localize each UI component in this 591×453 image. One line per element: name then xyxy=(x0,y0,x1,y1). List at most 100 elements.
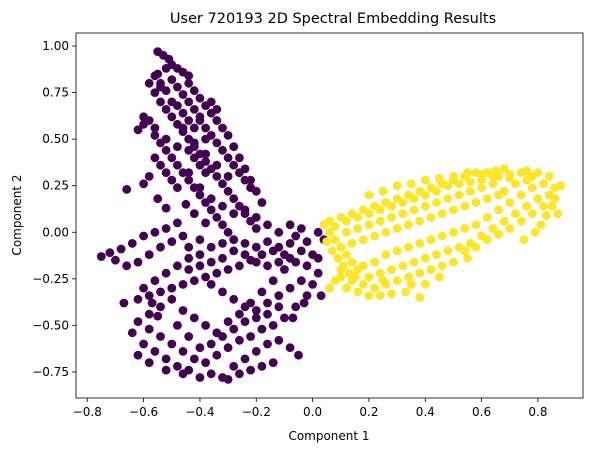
scatter-point xyxy=(437,261,447,271)
scatter-point xyxy=(218,287,227,297)
scatter-point xyxy=(527,183,537,193)
scatter-point xyxy=(330,222,340,232)
scatter-point xyxy=(178,123,188,133)
scatter-point xyxy=(251,313,261,323)
scatter-point xyxy=(184,242,194,252)
scatter-point xyxy=(201,218,211,228)
scatter-point xyxy=(122,185,132,194)
scatter-point xyxy=(189,209,199,219)
scatter-point xyxy=(173,160,182,170)
scatter-point xyxy=(150,276,160,286)
scatter-point xyxy=(212,172,222,181)
scatter-point xyxy=(505,198,515,207)
scatter-point xyxy=(161,145,171,155)
scatter-point xyxy=(251,306,261,315)
chart-title: User 720193 2D Spectral Embedding Result… xyxy=(170,11,496,27)
x-tick-label: −0.4 xyxy=(185,405,214,419)
scatter-point xyxy=(229,209,239,219)
scatter-point xyxy=(313,268,323,278)
scatter-point xyxy=(415,293,424,302)
scatter-point xyxy=(181,199,191,209)
scatter-point xyxy=(206,369,216,379)
series-0 xyxy=(96,47,329,384)
scatter-point xyxy=(519,235,529,245)
scatter-point xyxy=(263,298,272,308)
scatter-point xyxy=(544,172,554,181)
scatter-point xyxy=(189,276,199,286)
scatter-point xyxy=(274,291,284,300)
scatter-point xyxy=(251,242,261,252)
scatter-point xyxy=(184,168,194,178)
scatter-point xyxy=(167,153,177,163)
scatter-point xyxy=(223,186,233,196)
scatter-point xyxy=(195,112,205,122)
scatter-point xyxy=(223,153,233,163)
scatter-point xyxy=(516,190,526,200)
scatter-point xyxy=(274,227,284,237)
scatter-point xyxy=(449,172,458,181)
x-tick-label: −0.8 xyxy=(73,405,102,419)
scatter-point xyxy=(263,339,272,349)
scatter-point xyxy=(342,227,351,237)
scatter-point xyxy=(144,78,154,88)
scatter-point xyxy=(96,252,106,261)
scatter-point xyxy=(235,261,244,271)
scatter-point xyxy=(127,328,137,338)
scatter-point xyxy=(122,261,132,271)
scatter-point xyxy=(387,201,396,211)
scatter-point xyxy=(201,134,211,144)
scatter-point xyxy=(173,218,182,228)
scatter-point xyxy=(195,190,205,200)
scatter-point xyxy=(401,287,410,297)
scatter-point xyxy=(178,369,188,379)
scatter-point xyxy=(223,172,233,181)
scatter-point xyxy=(370,257,379,267)
scatter-point xyxy=(201,123,211,133)
scatter-point xyxy=(195,250,205,259)
scatter-point xyxy=(364,190,374,200)
y-tick-label: −0.25 xyxy=(32,272,69,286)
scatter-point xyxy=(218,123,227,133)
scatter-point xyxy=(437,231,447,241)
scatter-point xyxy=(206,97,216,107)
scatter-point xyxy=(218,332,227,341)
scatter-point xyxy=(375,216,385,226)
scatter-point xyxy=(285,283,295,293)
scatter-point xyxy=(358,261,368,271)
scatter-point xyxy=(325,216,334,226)
scatter-point xyxy=(494,190,503,200)
scatter-point xyxy=(426,213,436,222)
scatter-point xyxy=(420,201,430,211)
y-axis: −0.75 −0.50 −0.25 0.00 0.25 0.50 0.75 1.00 xyxy=(32,39,76,379)
scatter-point xyxy=(223,131,233,140)
scatter-point xyxy=(530,227,540,237)
scatter-point xyxy=(539,179,548,189)
scatter-point xyxy=(550,194,560,204)
scatter-point xyxy=(460,201,470,211)
scatter-point xyxy=(392,224,402,233)
scatter-point xyxy=(195,343,205,353)
scatter-point xyxy=(184,97,194,107)
scatter-point xyxy=(139,179,149,189)
scatter-point xyxy=(296,276,306,286)
scatter-point xyxy=(201,168,211,178)
scatter-point xyxy=(302,291,312,300)
scatter-point xyxy=(116,244,126,254)
scatter-point xyxy=(522,201,532,211)
scatter-point xyxy=(229,324,239,334)
scatter-point xyxy=(398,209,408,219)
scatter-point xyxy=(454,179,464,189)
scatter-point xyxy=(195,235,205,245)
scatter-point xyxy=(161,365,171,375)
scatter-point xyxy=(147,298,157,308)
scatter-point xyxy=(153,194,163,204)
scatter-point xyxy=(330,235,340,245)
scatter-point xyxy=(189,153,199,163)
scatter-point xyxy=(246,298,256,308)
scatter-point xyxy=(195,183,205,193)
scatter-point xyxy=(212,268,222,278)
scatter-point xyxy=(420,175,430,185)
scatter-point xyxy=(206,280,216,289)
scatter-point xyxy=(409,194,419,204)
